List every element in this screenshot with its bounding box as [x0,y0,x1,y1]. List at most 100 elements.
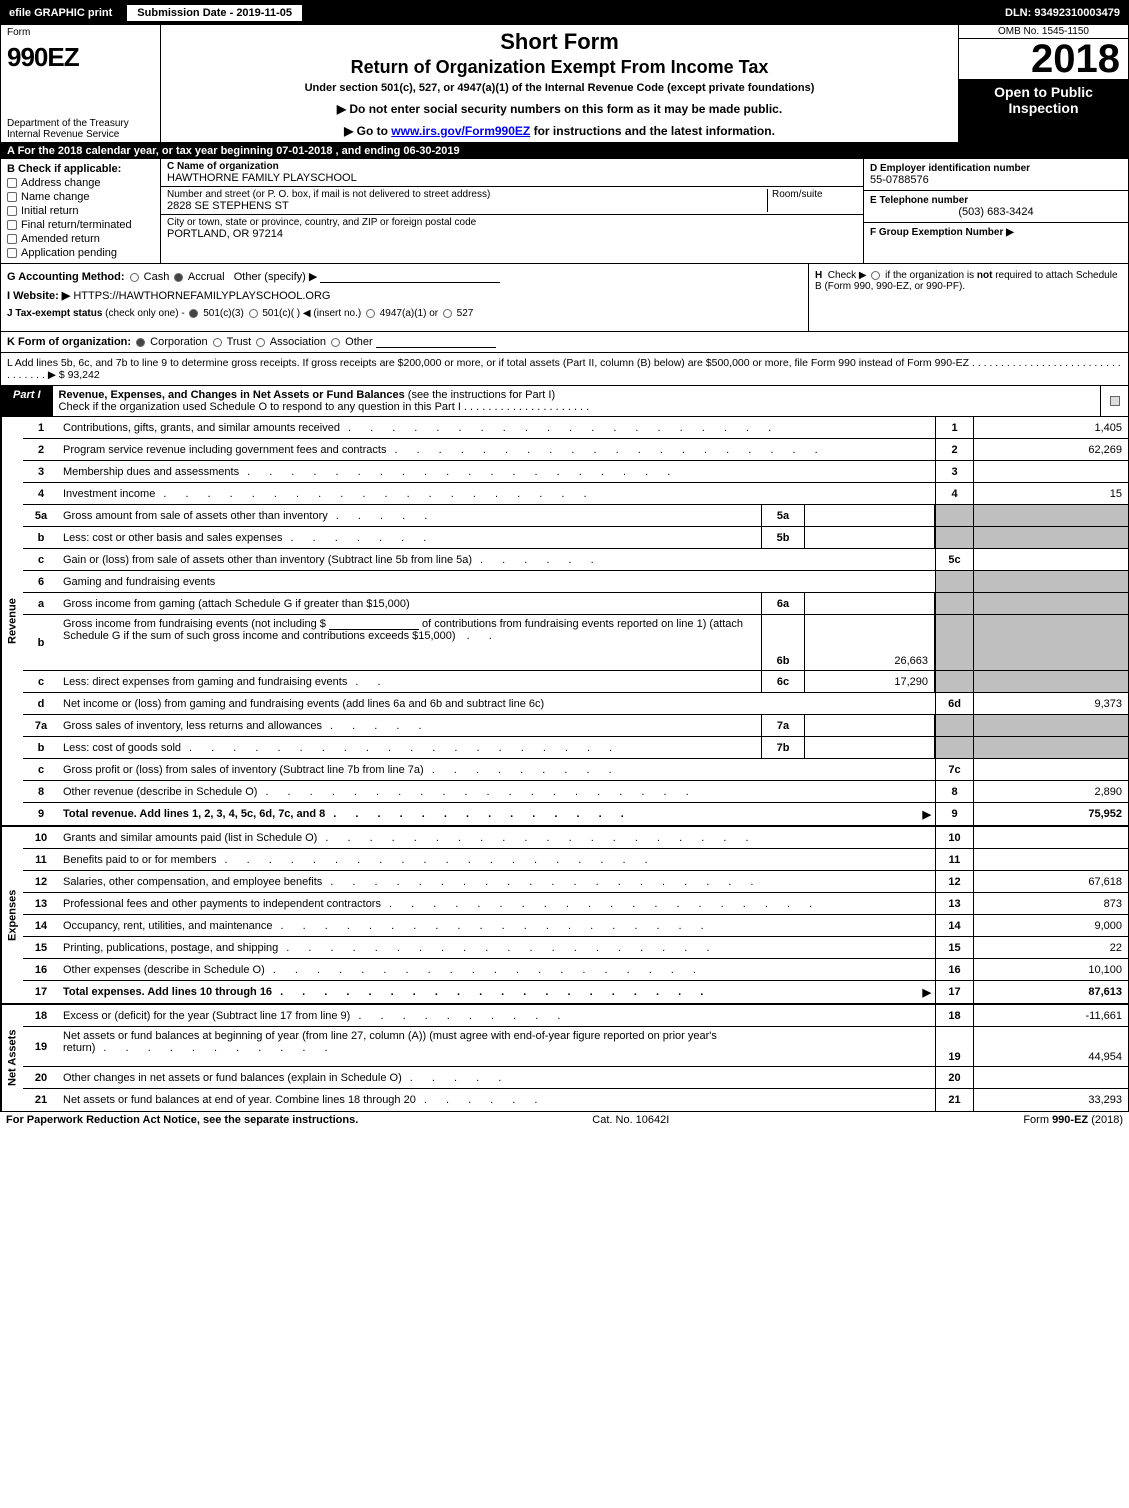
submission-date: Submission Date - 2019-11-05 [126,4,303,22]
desc-text: Other expenses (describe in Schedule O) [63,964,265,976]
checkbox-label: Amended return [21,233,100,245]
street-row: Number and street (or P. O. box, if mail… [161,187,863,215]
line-desc: Total revenue. Add lines 1, 2, 3, 4, 5c,… [59,803,935,825]
shaded-cell [935,505,973,526]
do-not-enter-note: ▶ Do not enter social security numbers o… [337,102,782,116]
dept-irs: Internal Revenue Service [7,129,154,140]
radio-other[interactable] [331,338,340,347]
dots: . . . . . . . . . . . . . . . . . . . . [216,854,931,866]
line-numref: 7c [935,759,973,780]
line-value [973,849,1128,870]
form-990ez-container: efile GRAPHIC print Submission Date - 20… [0,0,1129,1112]
radio-cash[interactable] [130,273,139,282]
other-specify-field[interactable] [320,271,500,283]
inner-val [805,737,935,758]
dots: . . . . . . . . . . . . . . . . . . . . [386,444,931,456]
line-5c: c Gain or (loss) from sale of assets oth… [23,549,1128,571]
line-numref: 9 [935,803,973,825]
other-org-field[interactable] [376,336,496,348]
netasset-rows: 18 Excess or (deficit) for the year (Sub… [23,1005,1128,1111]
corp-label: Corporation [150,336,207,348]
room-label: Room/suite [772,189,857,200]
radio-501c3[interactable] [189,309,198,318]
line-value: 67,618 [973,871,1128,892]
expense-rows: 10 Grants and similar amounts paid (list… [23,827,1128,1003]
line-value: 1,405 [973,417,1128,438]
desc-text: Less: cost or other basis and sales expe… [63,532,283,544]
inner-num: 6b [761,615,805,670]
dots: . . . . . [322,720,757,732]
shaded-cell [973,505,1128,526]
line-desc: Gain or (loss) from sale of assets other… [59,549,935,570]
checkbox-h[interactable] [871,271,880,280]
trust-label: Trust [227,336,252,348]
radio-accrual[interactable] [174,273,183,282]
line-numref: 13 [935,893,973,914]
line-value [973,1067,1128,1088]
irs-link[interactable]: www.irs.gov/Form990EZ [391,124,530,138]
desc-text: Contributions, gifts, grants, and simila… [63,422,340,434]
line-6: 6 Gaming and fundraising events [23,571,1128,593]
desc-text: Gross sales of inventory, less returns a… [63,720,322,732]
checkbox-name-change[interactable]: Name change [7,191,154,203]
dots: . . . . . . . . . . . . . . . . . . . . [181,742,757,754]
line-desc: Gross income from fundraising events (no… [59,615,761,670]
radio-trust[interactable] [213,338,222,347]
checkbox-final-return[interactable]: Final return/terminated [7,219,154,231]
section-c: C Name of organization HAWTHORNE FAMILY … [161,159,863,263]
line-5b: b Less: cost or other basis and sales ex… [23,527,1128,549]
line-numref: 5c [935,549,973,570]
line-desc: Gross sales of inventory, less returns a… [59,715,761,736]
checkbox-label: Final return/terminated [21,219,132,231]
shaded-cell [973,715,1128,736]
radio-4947[interactable] [366,309,375,318]
line-6c: c Less: direct expenses from gaming and … [23,671,1128,693]
line-6d: d Net income or (loss) from gaming and f… [23,693,1128,715]
dots: . . . . . . . . . . . . . . . . . . . . [317,832,931,844]
line-desc: Contributions, gifts, grants, and simila… [59,417,935,438]
inner-val [805,715,935,736]
desc-text: Grants and similar amounts paid (list in… [63,832,317,844]
checkbox-amended-return[interactable]: Amended return [7,233,154,245]
dots: . . . . . . . . . . . . . . . . . . . . [265,964,931,976]
checkbox-address-change[interactable]: Address change [7,177,154,189]
group-label: F Group Exemption Number ▶ [870,227,1122,238]
line-numref: 18 [935,1005,973,1026]
desc-text: Investment income [63,488,155,500]
contrib-amount-field[interactable] [329,618,419,630]
section-a-row: A For the 2018 calendar year, or tax yea… [1,143,1128,159]
radio-527[interactable] [443,309,452,318]
line-num: 18 [23,1005,59,1026]
schedule-o-checkbox[interactable] [1100,386,1128,416]
line-numref: 16 [935,959,973,980]
line-value: 2,890 [973,781,1128,802]
radio-501c[interactable] [249,309,258,318]
short-form-title: Short Form [500,29,619,55]
shaded-cell [973,671,1128,692]
line-numref: 2 [935,439,973,460]
footer-formref: Form 990-EZ (2018) [1023,1114,1123,1126]
desc-text: Total revenue. Add lines 1, 2, 3, 4, 5c,… [63,808,325,820]
desc-text: Excess or (deficit) for the year (Subtra… [63,1010,350,1022]
goto-irs-note: ▶ Go to www.irs.gov/Form990EZ for instru… [344,124,775,138]
checkbox-initial-return[interactable]: Initial return [7,205,154,217]
line-num: 3 [23,461,59,482]
line-num: c [23,759,59,780]
under-section: Under section 501(c), 527, or 4947(a)(1)… [305,82,815,94]
desc-text: Gaming and fundraising events [63,576,215,588]
checkbox-application-pending[interactable]: Application pending [7,247,154,259]
return-title: Return of Organization Exempt From Incom… [351,57,769,78]
radio-corporation[interactable] [136,338,145,347]
line-17: 17 Total expenses. Add lines 10 through … [23,981,1128,1003]
desc-text: Gross amount from sale of assets other t… [63,510,328,522]
dots: . . . . . . . . . . . . . . . . . . . . [278,942,931,954]
part1-header: Part I Revenue, Expenses, and Changes in… [1,386,1128,417]
line-num: 8 [23,781,59,802]
line-numref: 8 [935,781,973,802]
line-num: b [23,615,59,670]
desc-text: Other revenue (describe in Schedule O) [63,786,257,798]
radio-association[interactable] [256,338,265,347]
dots: . . . . . . . . . . [350,1010,931,1022]
line-19: 19 Net assets or fund balances at beginn… [23,1027,1128,1067]
gj-block: G Accounting Method: Cash Accrual Other … [1,264,1128,332]
